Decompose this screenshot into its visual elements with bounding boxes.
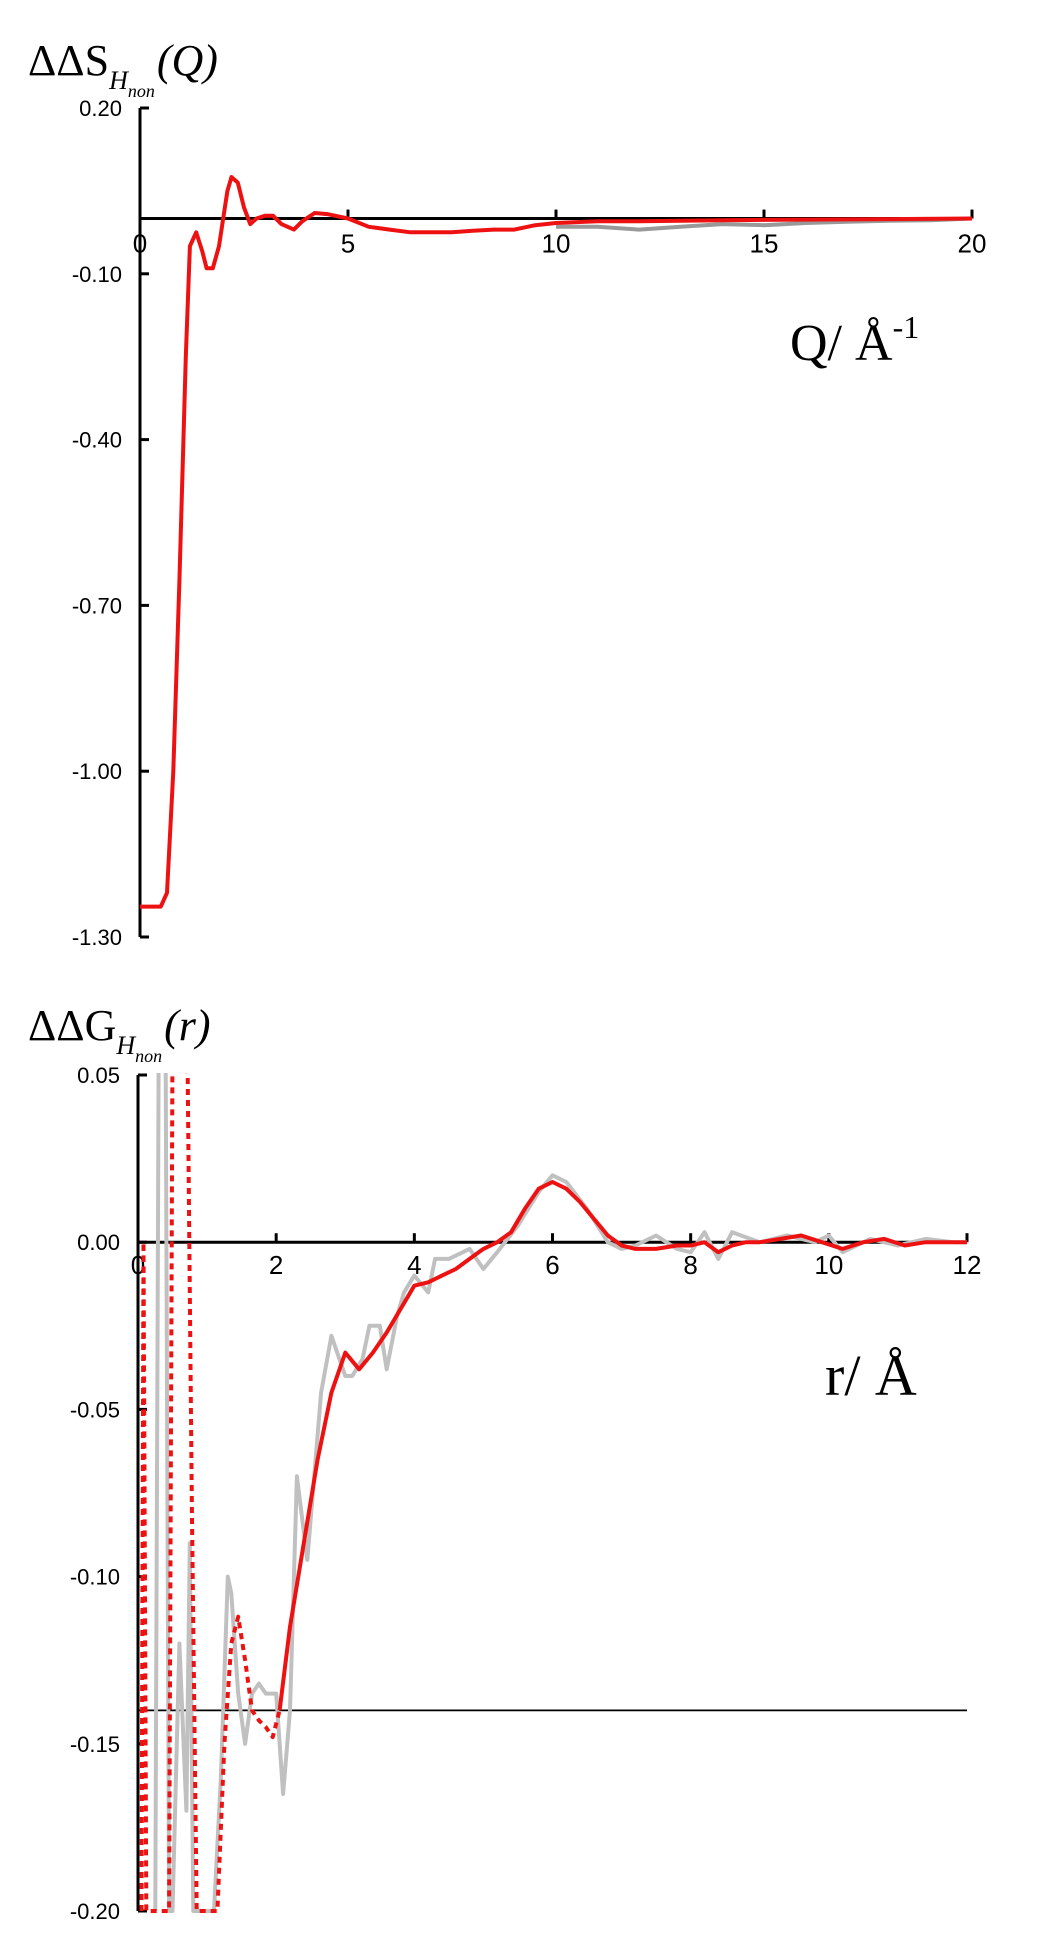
top-y-tick-label: -1.30 [72, 925, 122, 950]
bottom-series-dotted-red [139, 1073, 282, 1913]
bottom-y-tick-label: -0.20 [70, 1899, 120, 1924]
top-y-title-sub: H [108, 66, 129, 95]
bottom-x-tick-label: 2 [269, 1250, 283, 1280]
top-y-tick-label: -0.70 [72, 593, 122, 618]
top-y-tick-label: -1.00 [72, 759, 122, 784]
top-y-title: ΔΔSHnon(Q) [28, 36, 218, 101]
top-y-tick-label: -0.40 [72, 428, 122, 453]
bottom-x-title: r/ Å [825, 1343, 917, 1408]
top-x-tick-label: 10 [542, 229, 571, 259]
bottom-x-tick-label: 4 [407, 1250, 421, 1280]
top-y-title-arg: (Q) [157, 36, 218, 85]
top-panel: ΔΔSHnon(Q) 0.20 -0.10 -0.40 -0.70 -1.00 -1.30… [28, 36, 986, 950]
bottom-y-title-arg: (r) [164, 1001, 210, 1050]
bottom-x-tick-label: 8 [683, 1250, 697, 1280]
bottom-y-title-sub: H [115, 1031, 136, 1060]
top-x-tick-label: 0 [133, 229, 147, 259]
bottom-x-title-main: r/ Å [825, 1343, 917, 1408]
bottom-y-title-subsub: non [135, 1046, 162, 1066]
bottom-panel: ΔΔGHnon(r) 0.050.00-0.05-0.10-0.15-0.200… [28, 1001, 981, 1924]
bottom-x-tick-label: 0 [131, 1250, 145, 1280]
top-x-tick-label: 15 [750, 229, 779, 259]
bottom-y-title-main: ΔΔG [28, 1001, 116, 1050]
top-series-group [140, 175, 973, 909]
top-x-title-sup: -1 [893, 309, 920, 345]
top-y-title-main: ΔΔS [28, 36, 109, 85]
bottom-y-tick-label: 0.05 [77, 1063, 120, 1088]
bottom-x-tick-label: 6 [545, 1250, 559, 1280]
bottom-y-tick-label: 0.00 [77, 1230, 120, 1255]
bottom-y-tick-label: -0.15 [70, 1732, 120, 1757]
bottom-y-title: ΔΔGHnon(r) [28, 1001, 211, 1066]
top-y-tick-label: -0.10 [72, 262, 122, 287]
bottom-x-tick-label: 12 [953, 1250, 982, 1280]
top-x-title-main: Q/ Å [790, 315, 893, 372]
top-y-title-subsub: non [128, 81, 155, 101]
top-series-solid-red [140, 175, 973, 909]
top-y-tick-label: 0.20 [79, 96, 122, 121]
top-axes: 0.20 -0.10 -0.40 -0.70 -1.00 -1.30 0 5 10 15 20 [72, 96, 987, 950]
bottom-series-solid-red [277, 1180, 967, 1711]
top-x-title: Q/ Å-1 [790, 309, 919, 372]
bottom-y-tick-label: -0.05 [70, 1397, 120, 1422]
bottom-series-solid-gray [153, 1073, 967, 1913]
bottom-axes: 0.05 0.00 -0.05 -0.10 -0.15 -0.20 0 2 4 6 8 10 12 [70, 1063, 982, 1924]
bottom-x-tick-label: 10 [814, 1250, 843, 1280]
bottom-series-group [139, 1073, 967, 1913]
bottom-y-tick-label: -0.10 [70, 1565, 120, 1590]
top-x-tick-label: 20 [958, 229, 987, 259]
top-x-tick-label: 5 [341, 229, 355, 259]
